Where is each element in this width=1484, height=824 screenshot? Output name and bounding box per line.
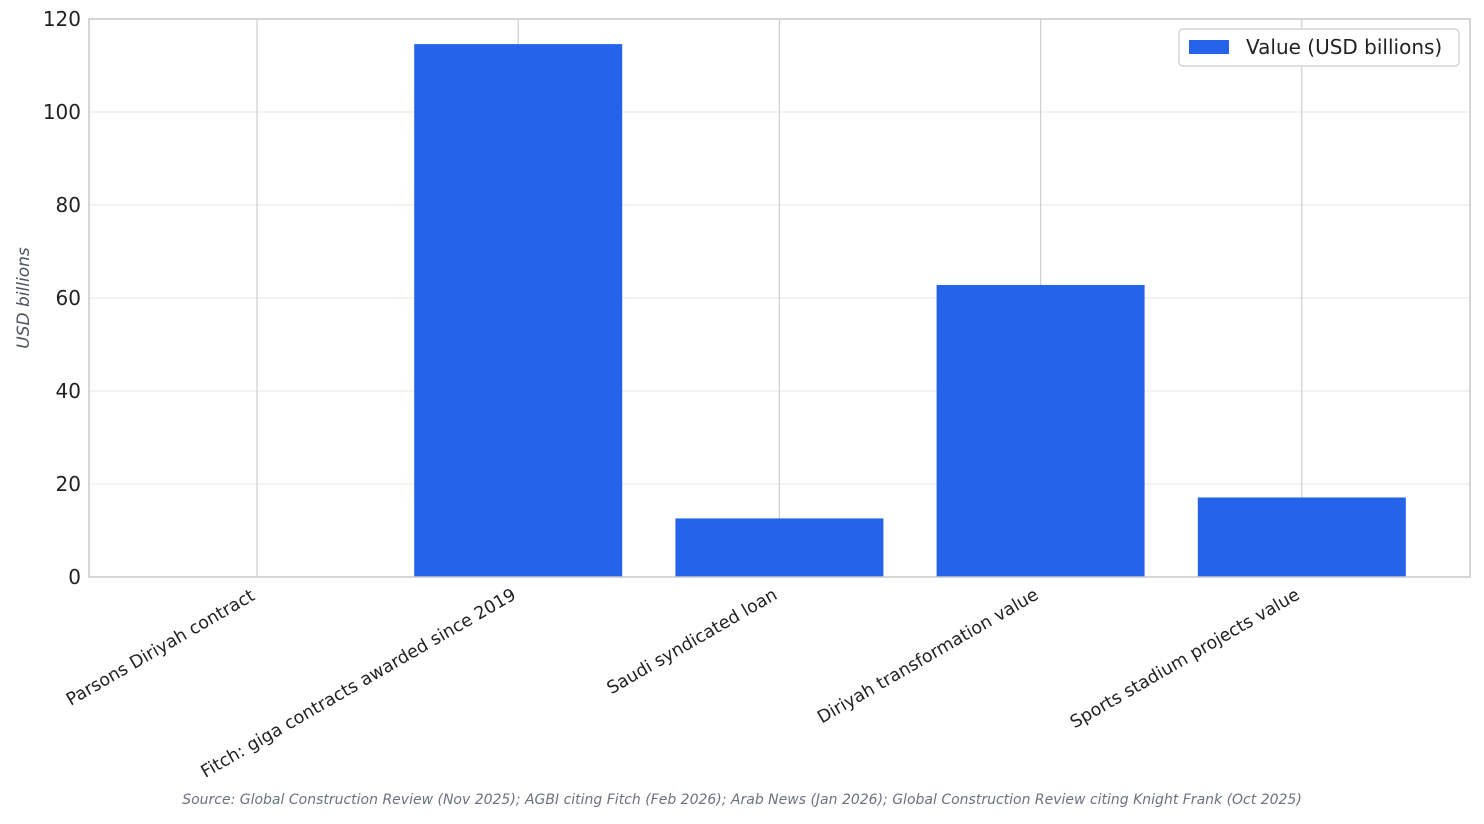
y-tick-label: 20: [56, 472, 81, 496]
bar-layer: [414, 44, 1406, 578]
y-tick-label: 100: [43, 100, 81, 124]
y-tick-label: 0: [68, 565, 81, 589]
x-tick-label: Sports stadium projects value: [1067, 585, 1303, 733]
x-tick-label: Parsons Diriyah contract: [63, 586, 259, 710]
y-axis-label: USD billions: [14, 247, 34, 349]
source-note: Source: Global Construction Review (Nov …: [182, 792, 1302, 808]
x-tick-label: Diriyah transformation value: [814, 585, 1042, 728]
y-tick-label: 60: [56, 286, 81, 310]
plot-frame: [88, 18, 1471, 578]
bar-2: [414, 44, 623, 578]
bar-4: [936, 284, 1145, 577]
legend-swatch: [1189, 40, 1229, 54]
legend: Value (USD billions): [1178, 28, 1460, 67]
bar-5: [1197, 497, 1406, 577]
bar-3: [675, 518, 884, 577]
legend-box: [1178, 28, 1460, 67]
y-tick-label: 40: [56, 379, 81, 403]
y-tick-label: 80: [56, 193, 81, 217]
x-tick-label: Fitch: giga contracts awarded since 2019: [198, 585, 520, 782]
grid-layer: [89, 19, 1470, 577]
legend-label: Value (USD billions): [1246, 35, 1442, 59]
y-tick-label: 120: [43, 7, 81, 31]
x-tick-label: Saudi syndicated loan: [604, 585, 781, 699]
